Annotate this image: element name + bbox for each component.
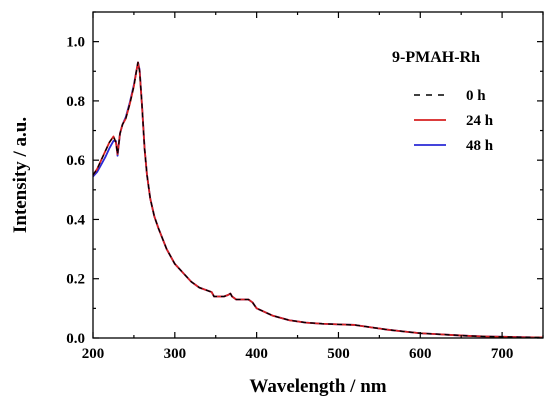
x-tick-label: 300: [164, 346, 187, 362]
legend-items: 0 h 24 h 48 h: [414, 88, 494, 154]
y-tick-label: 0.2: [66, 272, 85, 288]
x-tick-label: 600: [409, 346, 432, 362]
x-tick-label: 400: [245, 346, 268, 362]
x-tick-label: 200: [82, 346, 105, 362]
x-tick-label: 500: [327, 346, 350, 362]
plot-frame: [92, 11, 544, 339]
x-axis-title: Wavelength / nm: [249, 376, 386, 397]
y-tick-label: 1.0: [66, 35, 85, 51]
y-axis-ticks: 0.0 0.2 0.4 0.6 0.8 1.0: [66, 11, 543, 347]
y-tick-label: 0.4: [66, 212, 85, 228]
y-tick-label: 0.8: [66, 94, 85, 110]
x-tick-label: 700: [491, 346, 514, 362]
series-layer: [92, 61, 543, 339]
x-axis-ticks: 200 300 400 500 600 700: [82, 12, 544, 362]
legend-label: 24 h: [466, 113, 494, 129]
legend-title: 9-PMAH-Rh: [392, 49, 480, 66]
legend-label: 48 h: [466, 138, 494, 154]
y-tick-label: 0.6: [66, 153, 85, 169]
series-line-24-h: [92, 61, 543, 339]
legend-label: 0 h: [466, 88, 486, 104]
y-tick-label: 0.0: [66, 331, 85, 347]
y-axis-title: Intensity / a.u.: [10, 117, 31, 233]
legend: 9-PMAH-Rh 0 h 24 h 48 h: [392, 49, 494, 154]
